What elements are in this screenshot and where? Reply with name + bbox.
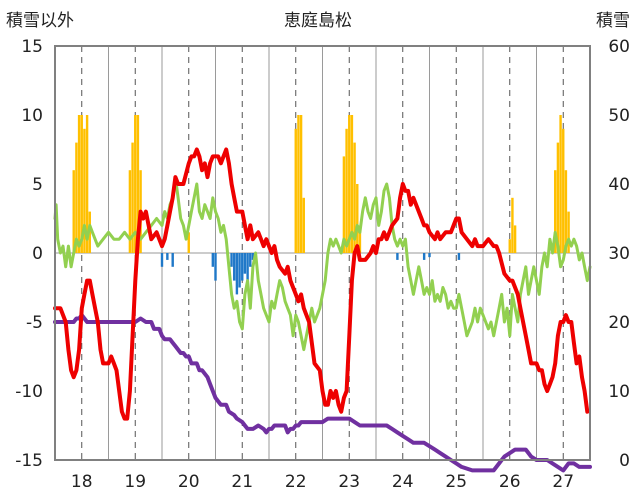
bar-blue xyxy=(214,253,217,281)
x-tick: 21 xyxy=(231,472,253,492)
bar-orange xyxy=(342,156,346,253)
bar-orange xyxy=(72,170,75,253)
bar-blue xyxy=(249,253,252,267)
bar-blue xyxy=(171,253,174,267)
plot-frame xyxy=(54,45,591,461)
y-tick-left: 0 xyxy=(32,244,43,264)
bar-blue xyxy=(230,253,233,267)
bar-orange xyxy=(302,197,305,253)
bar-orange xyxy=(513,225,517,253)
y-tick-right: 60 xyxy=(608,37,630,57)
bar-orange xyxy=(294,128,297,253)
x-tick: 18 xyxy=(71,472,93,492)
left-axis-label: 積雪以外 xyxy=(6,11,74,31)
bar-orange xyxy=(556,142,560,253)
bar-orange xyxy=(136,115,140,253)
bar-orange xyxy=(348,115,351,253)
right-axis-label: 積雪 xyxy=(596,11,630,31)
y-tick-right: 30 xyxy=(608,244,630,264)
x-tick: 24 xyxy=(392,472,414,492)
bar-blue xyxy=(396,253,399,260)
bar-blue xyxy=(160,253,164,267)
y-tick-right: 10 xyxy=(608,382,630,402)
x-axis: 18 19 20 21 22 23 24 25 26 27 xyxy=(71,472,574,492)
bar-orange xyxy=(134,115,137,253)
x-tick: 23 xyxy=(338,472,360,492)
bar-blue xyxy=(422,253,426,260)
bar-orange xyxy=(131,142,134,253)
bar-orange xyxy=(77,115,81,253)
bar-orange xyxy=(80,115,83,253)
bar-orange xyxy=(358,225,362,253)
bar-blue xyxy=(235,253,239,295)
x-tick: 25 xyxy=(445,472,467,492)
x-tick: 20 xyxy=(178,472,200,492)
bar-orange xyxy=(508,239,511,253)
bar-orange xyxy=(345,128,348,253)
y-tick-right: 0 xyxy=(619,451,630,471)
bar-orange xyxy=(299,115,303,253)
y-tick-left: 10 xyxy=(21,106,43,126)
bar-blue xyxy=(166,253,169,260)
bar-blue xyxy=(241,253,244,281)
series-line-red xyxy=(53,147,590,421)
y-tick-left: 5 xyxy=(32,175,43,195)
bar-orange xyxy=(554,170,557,253)
y-tick-left: 15 xyxy=(21,37,43,57)
y-tick-right: 40 xyxy=(608,175,630,195)
bar-orange xyxy=(75,142,78,253)
y-axis-left: 15 10 5 0 -5 -10 -15 xyxy=(15,37,43,471)
bar-blue xyxy=(251,253,255,260)
bar-orange xyxy=(85,115,89,253)
bar-orange xyxy=(353,142,356,253)
bar-orange xyxy=(297,115,300,253)
bars xyxy=(72,115,570,295)
series-line-purple xyxy=(53,313,592,473)
bar-blue xyxy=(457,253,461,260)
bar-orange xyxy=(564,170,568,253)
x-tick: 22 xyxy=(285,472,307,492)
bar-blue xyxy=(246,253,249,281)
bar-blue xyxy=(238,253,241,288)
chart-title: 恵庭島松 xyxy=(284,11,352,31)
bar-blue xyxy=(211,253,215,267)
y-tick-left: -5 xyxy=(26,313,43,333)
bar-orange xyxy=(567,211,570,253)
bar-blue xyxy=(428,253,431,258)
bar-orange xyxy=(83,128,86,253)
bar-orange xyxy=(356,184,359,253)
bar-orange xyxy=(128,170,132,253)
bar-orange xyxy=(559,115,562,253)
bar-orange xyxy=(350,115,354,253)
series-lines xyxy=(53,147,592,473)
bar-blue xyxy=(243,253,247,274)
x-tick: 19 xyxy=(124,472,146,492)
bar-orange xyxy=(562,128,565,253)
y-tick-left: -10 xyxy=(15,382,43,402)
y-tick-right: 50 xyxy=(608,106,630,126)
y-axis-right: 60 50 40 30 20 10 0 xyxy=(608,37,630,471)
bar-blue xyxy=(233,253,236,281)
bar-orange xyxy=(187,232,190,253)
x-tick: 27 xyxy=(552,472,574,492)
y-tick-right: 20 xyxy=(608,313,630,333)
x-tick: 26 xyxy=(499,472,521,492)
bar-orange xyxy=(511,197,514,253)
y-tick-left: -15 xyxy=(15,451,43,471)
